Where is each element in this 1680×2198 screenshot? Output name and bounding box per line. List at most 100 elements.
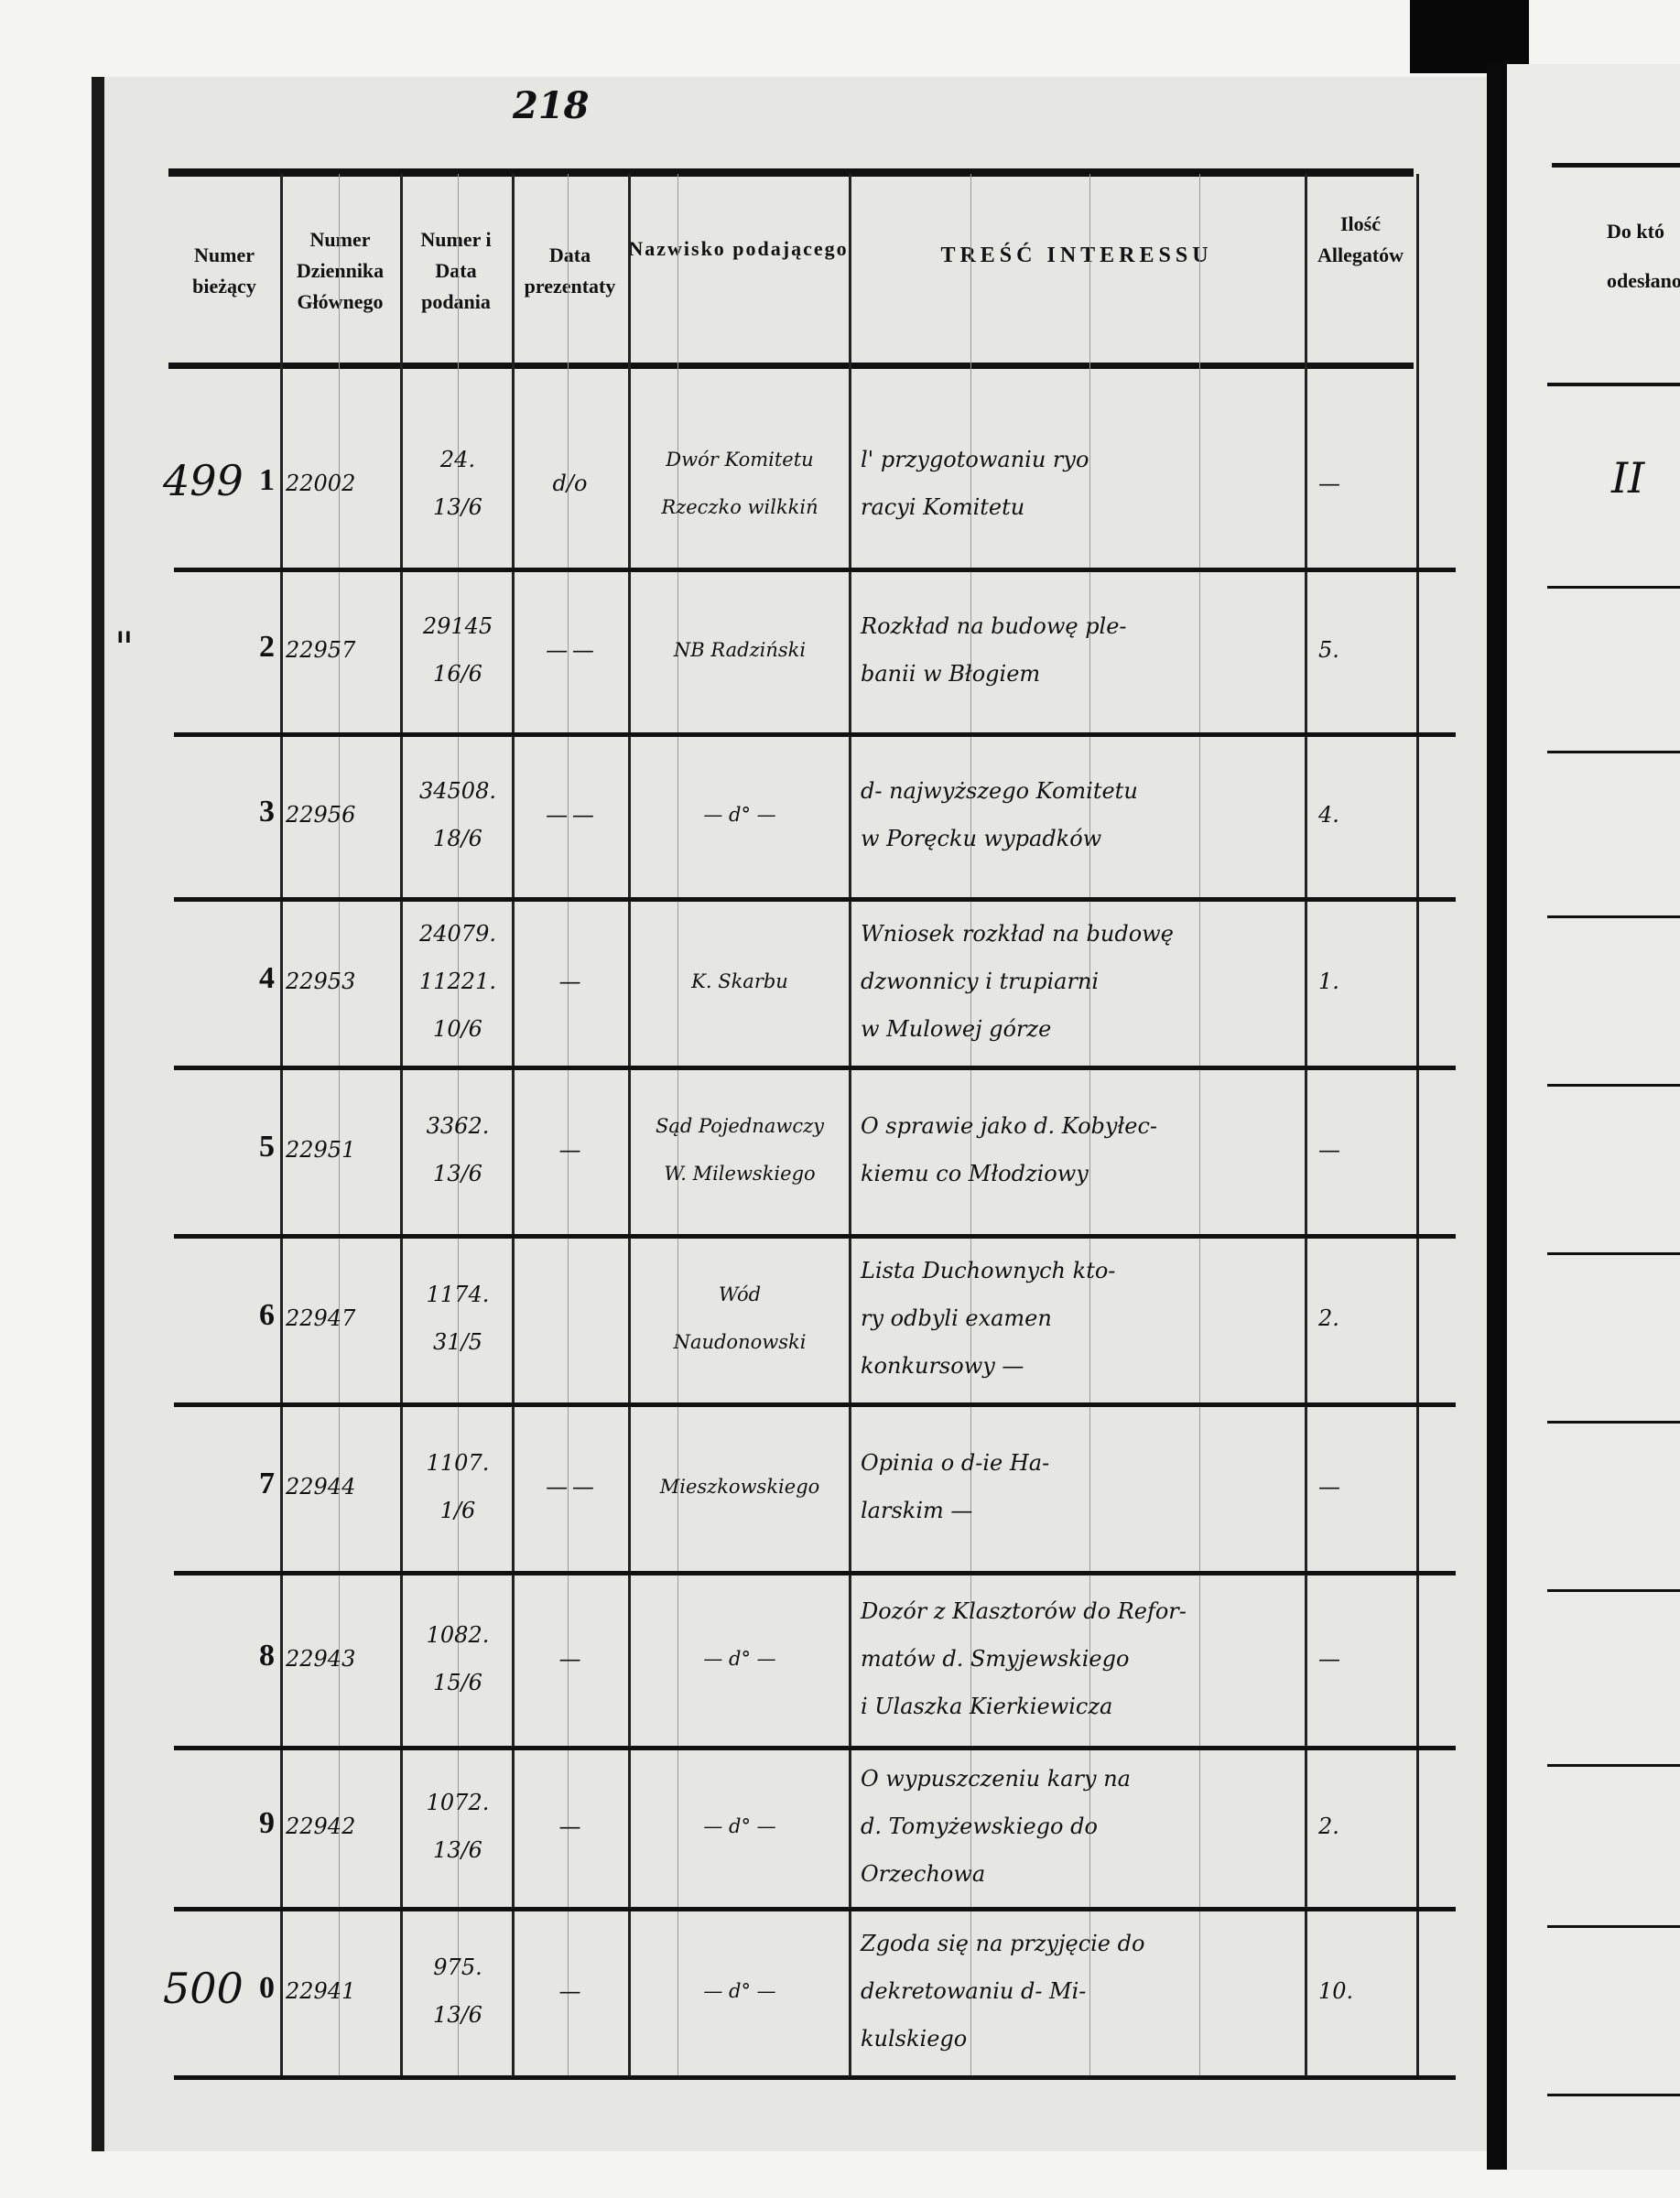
submission-line: 13/6: [433, 1837, 482, 1863]
content-line: racyi Komitetu: [861, 494, 1025, 520]
submitter-name: — d° —: [634, 1967, 846, 2015]
row-number: 7: [259, 1467, 275, 1500]
presentation-date: — —: [546, 1474, 594, 1500]
header-top-rule: [168, 168, 1414, 177]
row-number: 2: [259, 630, 275, 664]
submitter-line: K. Skarbu: [691, 970, 788, 992]
submitter-line: Naudonowski: [673, 1331, 807, 1353]
submission-number-date: 1107. 1/6: [407, 1439, 508, 1534]
submission-number-date: 24079. 11221. 10/6: [407, 910, 508, 1053]
allegaty-count: 10.: [1318, 1978, 1354, 2004]
right-page-row-divider: [1547, 751, 1680, 753]
content-line: Lista Duchownych kto-: [861, 1258, 1116, 1283]
presentation-date: —: [558, 1137, 581, 1163]
submission-number-date: 975. 13/6: [407, 1944, 508, 2039]
submitter-line: Wód: [718, 1283, 762, 1305]
content-line: Wniosek rozkład na budowę: [861, 921, 1174, 947]
allegaty-count: —: [1318, 1645, 1340, 1672]
allegaty-count: —: [1318, 471, 1340, 496]
right-page-row-divider: [1547, 2094, 1680, 2096]
presentation-date: — —: [546, 802, 594, 828]
submission-line: 16/6: [433, 661, 482, 687]
submitter-line: Dwór Komitetu: [666, 449, 814, 471]
content-line: O wypuszczeniu kary na: [861, 1766, 1131, 1792]
margin-entry-number: 500: [163, 1964, 244, 2013]
allegaty-count: —: [1318, 1474, 1340, 1500]
submitter-name: NB Radziński: [634, 626, 846, 674]
content-line: ry odbyli examen: [861, 1305, 1052, 1331]
allegaty-count: 2.: [1318, 1305, 1339, 1331]
content-line: d- najwyższego Komitetu: [861, 778, 1138, 804]
header-numer-dziennika: Numer Dziennika Głównego: [296, 228, 385, 313]
right-page-row-divider: [1547, 1421, 1680, 1424]
submission-number-date: 1082. 15/6: [407, 1611, 508, 1706]
presentation-date: — —: [546, 637, 594, 663]
submitter-line: Mieszkowskiego: [659, 1476, 820, 1498]
matter-content: O wypuszczeniu kary na d. Tomyżewskiego d…: [861, 1755, 1300, 1898]
matter-content: Lista Duchownych kto-ry odbyli examen kon…: [861, 1247, 1300, 1390]
header-allegaty: Ilość Allegatów: [1317, 212, 1404, 266]
right-page-row-divider: [1547, 1252, 1680, 1255]
submission-line: 29145: [422, 613, 493, 639]
submission-line: 1174.: [426, 1282, 490, 1307]
content-line: w Poręcku wypadków: [861, 826, 1102, 851]
submission-line: 34508.: [419, 778, 496, 804]
submission-line: 11221.: [419, 969, 496, 994]
submission-line: 1/6: [439, 1498, 476, 1523]
right-page-row-divider: [1547, 1925, 1680, 1928]
presentation-date: —: [558, 969, 581, 994]
content-line: larskim —: [861, 1498, 973, 1523]
content-line: l' przygotowaniu ryo: [861, 447, 1089, 472]
column-guide-line: [1089, 174, 1090, 2078]
presentation-date: —: [558, 1978, 581, 2004]
submission-line: 13/6: [433, 494, 482, 520]
journal-number: 22943: [286, 1645, 356, 1672]
row-divider: [174, 1234, 1456, 1239]
submitter-line: Sąd Pojednawczy: [655, 1115, 825, 1137]
submitter-name: — d° —: [634, 791, 846, 839]
row-number: 3: [259, 795, 275, 828]
submitter-line: — d° —: [703, 1815, 776, 1837]
journal-number: 22944: [286, 1474, 356, 1500]
journal-number: 22953: [286, 969, 356, 994]
row-divider: [174, 1066, 1456, 1070]
content-line: dzwonnicy i trupiarni: [861, 969, 1100, 994]
submission-line: 13/6: [433, 2002, 482, 2028]
row-divider: [174, 897, 1456, 902]
matter-content: Wniosek rozkład na budowę dzwonnicy i tru…: [861, 910, 1300, 1053]
right-page-row-divider: [1547, 586, 1680, 589]
matter-content: d- najwyższego Komitetu w Poręcku wypadkó…: [861, 767, 1300, 862]
row-divider: [174, 1571, 1456, 1575]
allegaty-count: —: [1318, 1137, 1340, 1163]
matter-content: O sprawie jako d. Kobyłec-kiemu co Młodz…: [861, 1102, 1300, 1197]
submitter-line: — d° —: [703, 1647, 776, 1670]
submission-line: 1107.: [426, 1450, 490, 1476]
content-line: Orzechowa: [861, 1861, 986, 1887]
row-divider: [174, 732, 1456, 737]
submitter-name: — d° —: [634, 1803, 846, 1850]
column-divider: [1416, 174, 1419, 2078]
column-guide-line: [970, 174, 971, 2078]
row-number: 1: [259, 463, 275, 497]
submitter-name: K. Skarbu: [634, 958, 846, 1005]
content-line: Zgoda się na przyjęcie do: [861, 1931, 1145, 1956]
row-number: 6: [259, 1298, 275, 1332]
scan-border-block: [1410, 0, 1529, 73]
content-line: banii w Błogiem: [861, 661, 1041, 687]
matter-content: Rozkład na budowę ple-banii w Błogiem: [861, 602, 1300, 698]
row-number: 8: [259, 1638, 275, 1673]
submission-line: 18/6: [433, 826, 482, 851]
right-page-row-divider: [1547, 1084, 1680, 1087]
column-divider: [280, 174, 283, 2078]
content-line: Rozkład na budowę ple-: [861, 613, 1127, 639]
content-line: Opinia o d-ie Ha-: [861, 1450, 1050, 1476]
right-header-line2: odesłano S: [1607, 269, 1680, 292]
column-divider: [1305, 174, 1307, 2078]
row-divider: [174, 1907, 1456, 1911]
submission-line: 24079.: [419, 921, 496, 947]
content-line: w Mulowej górze: [861, 1016, 1052, 1042]
right-header-bottom-rule: [1547, 383, 1680, 386]
right-header-line1: Do któ: [1607, 220, 1664, 243]
content-line: d. Tomyżewskiego do: [861, 1814, 1098, 1839]
content-line: O sprawie jako d. Kobyłec-: [861, 1113, 1157, 1139]
